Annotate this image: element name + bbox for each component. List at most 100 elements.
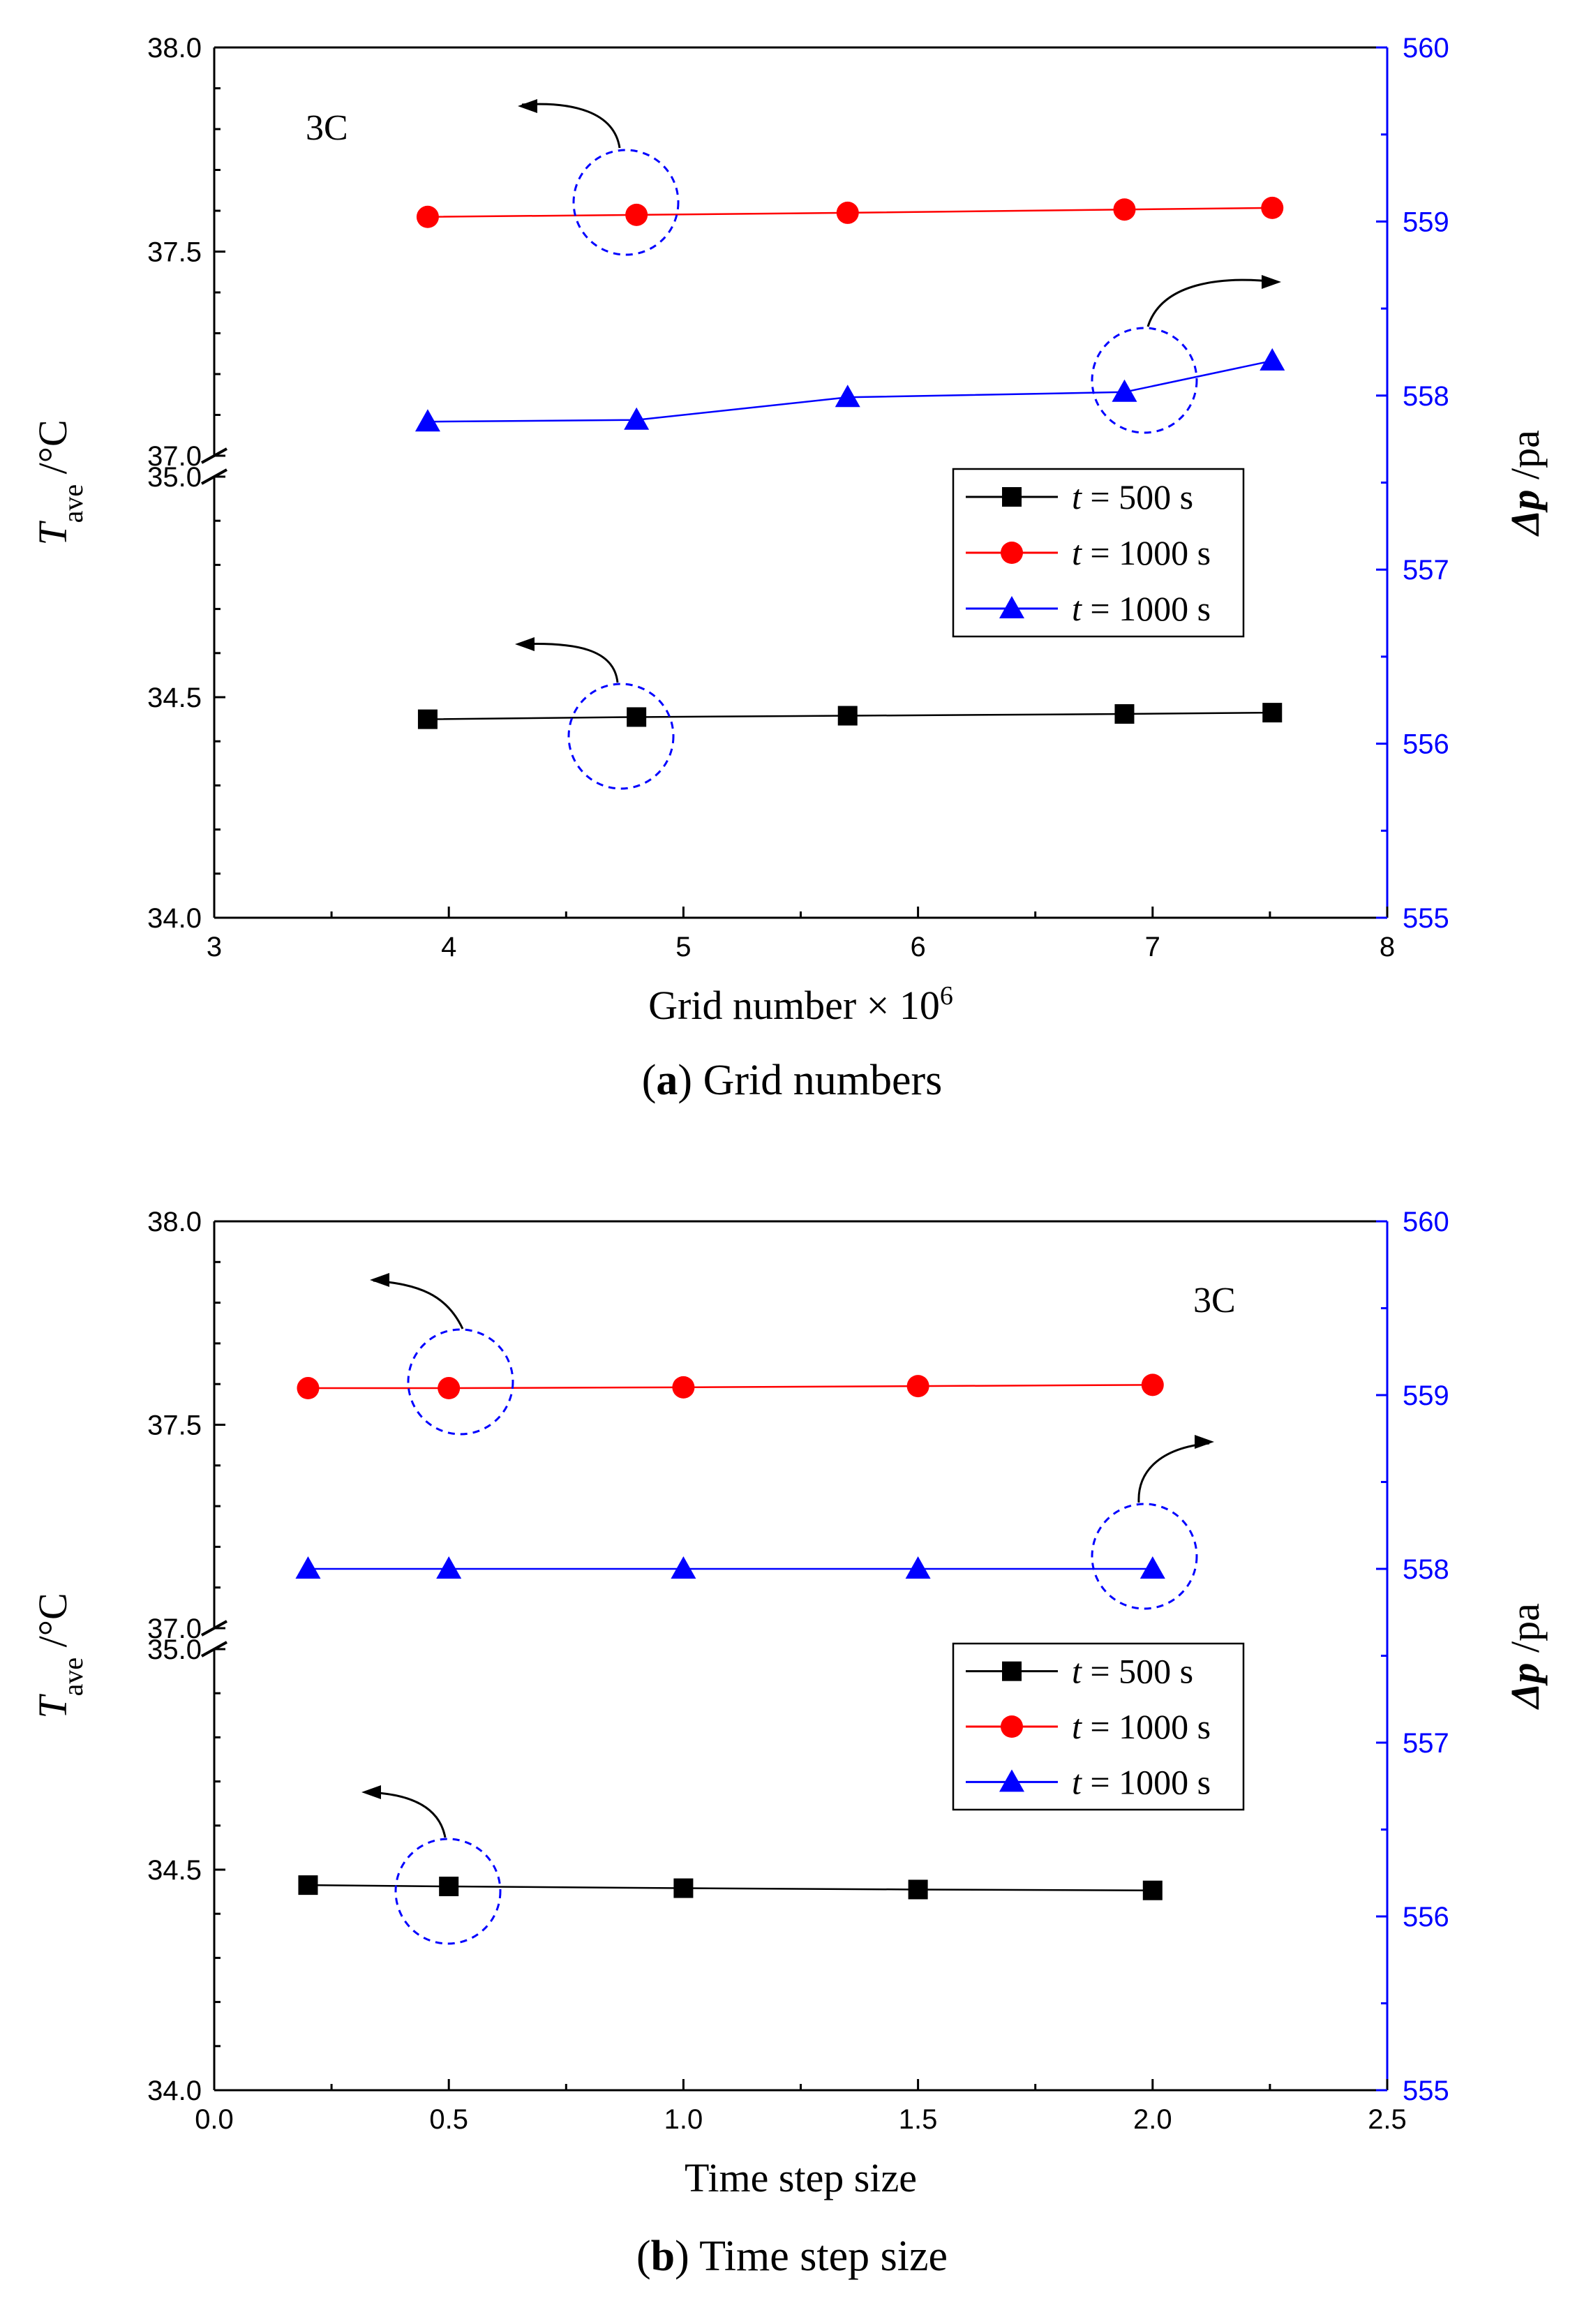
highlight-circle xyxy=(572,149,680,256)
caption-text: ) Time step size xyxy=(675,2233,948,2280)
series-line xyxy=(308,1884,1153,1891)
data-point-circle xyxy=(1261,196,1284,219)
arrow-head xyxy=(518,99,537,113)
series-triangle xyxy=(414,348,1285,432)
caption-letter: a xyxy=(656,1057,678,1104)
y-left-tick-label: 37.5 xyxy=(147,237,202,268)
annotation-label: 3C xyxy=(306,108,348,148)
y-right-label-main: Δp xyxy=(1502,1662,1548,1709)
legend-entry: t = 500 s xyxy=(966,477,1193,516)
data-point-square xyxy=(298,1875,318,1895)
data-point-circle xyxy=(1141,1373,1164,1396)
x-axis-label-text: Grid number × 10 xyxy=(648,983,940,1028)
x-tick-label: 6 xyxy=(910,932,925,962)
axis-pointer-arrow xyxy=(1146,278,1278,327)
arrow-head xyxy=(361,1785,381,1799)
x-tick-label: 0.0 xyxy=(195,2104,234,2135)
y-right-tick-label: 559 xyxy=(1403,1380,1449,1411)
data-point-triangle xyxy=(436,1556,462,1579)
chart-panel-a: 3 4 5 6 7 8 34.0 34.5 35.037.0 37.5 38.0 555 556 557 5… xyxy=(30,33,1548,1104)
x-tick-label: 1.0 xyxy=(664,2104,703,2135)
y-left-label-unit: /°C xyxy=(30,419,75,484)
y-right-label-unit: /pa xyxy=(1502,430,1548,489)
y-right-tick-label: 555 xyxy=(1403,2076,1449,2106)
annotation-label: 3C xyxy=(1193,1281,1236,1320)
legend-entry: t = 1000 s xyxy=(966,533,1211,572)
x-tick-label: 1.5 xyxy=(899,2104,938,2135)
x-axis-label: Time step size xyxy=(685,2155,917,2200)
caption-paren-open: ( xyxy=(636,2233,651,2280)
y-left-axis-label: Tave /°C xyxy=(30,1593,89,1718)
legend-marker-circle xyxy=(1001,542,1023,564)
data-point-square xyxy=(1142,1880,1163,1900)
data-point-square xyxy=(1114,704,1135,724)
axis-pointer-arrow xyxy=(1137,1442,1210,1503)
data-point-circle xyxy=(1113,198,1136,221)
y-right-tick-label: 555 xyxy=(1403,903,1449,934)
arrow-head xyxy=(1195,1435,1214,1449)
data-point-square xyxy=(417,709,438,729)
data-point-circle xyxy=(438,1377,461,1400)
data-point-square xyxy=(908,1879,928,1900)
y-left-tick-label: 35.0 xyxy=(147,462,202,493)
caption-letter: b xyxy=(651,2233,675,2280)
x-tick-label: 2.0 xyxy=(1133,2104,1172,2135)
y-right-label-main: Δp xyxy=(1502,489,1548,536)
data-point-square xyxy=(627,707,647,727)
y-right-axis-label-text: Δp /pa xyxy=(1502,430,1548,537)
highlight-circle xyxy=(567,683,675,790)
legend: t = 500 st = 1000 st = 1000 s xyxy=(952,1642,1245,1811)
legend-label: t = 1000 s xyxy=(1072,1707,1211,1746)
series-triangle xyxy=(295,1556,1165,1579)
panel-caption: (b) Time step size xyxy=(636,2233,948,2280)
data-point-triangle xyxy=(624,407,650,430)
legend-entry: t = 500 s xyxy=(966,1652,1193,1691)
data-point-triangle xyxy=(1140,1556,1165,1579)
legend-label-rest: = 500 s xyxy=(1082,477,1193,516)
y-left-tick-label: 37.0 xyxy=(147,1614,202,1644)
data-point-triangle xyxy=(1112,379,1137,402)
y-right-tick-label: 557 xyxy=(1403,1728,1449,1759)
y-left-axis-label: Tave /°C xyxy=(30,419,89,545)
y-right-tick-label: 557 xyxy=(1403,555,1449,586)
legend-label: t = 500 s xyxy=(1072,1652,1193,1691)
data-point-triangle xyxy=(835,385,860,408)
y-left-tick-label: 34.5 xyxy=(147,683,202,713)
y-right-axis-label: Δp /pa xyxy=(1502,1603,1548,1710)
legend-label: t = 1000 s xyxy=(1072,589,1211,628)
panel-caption: (a) Grid numbers xyxy=(642,1057,942,1104)
legend-label-rest: = 1000 s xyxy=(1082,1762,1211,1801)
legend-marker-square xyxy=(1002,487,1022,507)
legend-marker-triangle xyxy=(999,1769,1024,1792)
y-right-tick-label: 556 xyxy=(1403,1902,1449,1932)
y-left-label-unit: /°C xyxy=(30,1593,75,1658)
x-tick-label: 2.5 xyxy=(1368,2104,1407,2135)
legend-label-rest: = 1000 s xyxy=(1082,589,1211,628)
highlight-circle xyxy=(407,1328,514,1436)
data-point-circle xyxy=(672,1376,695,1399)
chart-panel-b: 0.0 0.5 1.0 1.5 2.0 2.5 34.0 34.5 35.037.0 37.5 38… xyxy=(30,1207,1548,2280)
legend-label-var: t xyxy=(1072,1652,1082,1691)
legend-label-var: t xyxy=(1072,533,1082,572)
caption-paren-open: ( xyxy=(642,1057,657,1104)
series-circle xyxy=(416,196,1284,228)
data-point-circle xyxy=(625,203,648,226)
axis-pointer-arrow xyxy=(373,1279,464,1329)
data-point-triangle xyxy=(295,1556,321,1579)
legend-entry: t = 1000 s xyxy=(966,1707,1211,1746)
y-right-tick-label: 560 xyxy=(1403,33,1449,64)
legend-label-rest: = 1000 s xyxy=(1082,533,1211,572)
data-point-square xyxy=(837,706,858,726)
x-tick-label: 5 xyxy=(675,932,691,962)
legend-marker-triangle xyxy=(999,596,1024,618)
x-tick-label: 3 xyxy=(207,932,222,962)
data-point-square xyxy=(1262,703,1283,723)
data-point-circle xyxy=(906,1375,929,1398)
legend-entry: t = 1000 s xyxy=(966,589,1211,628)
y-left-label-main: T xyxy=(30,521,75,546)
y-right-tick-label: 558 xyxy=(1403,1554,1449,1585)
highlight-circle xyxy=(1091,327,1198,434)
series-square xyxy=(298,1875,1163,1900)
data-point-circle xyxy=(297,1377,320,1400)
y-left-label-sub: ave xyxy=(57,1658,89,1697)
